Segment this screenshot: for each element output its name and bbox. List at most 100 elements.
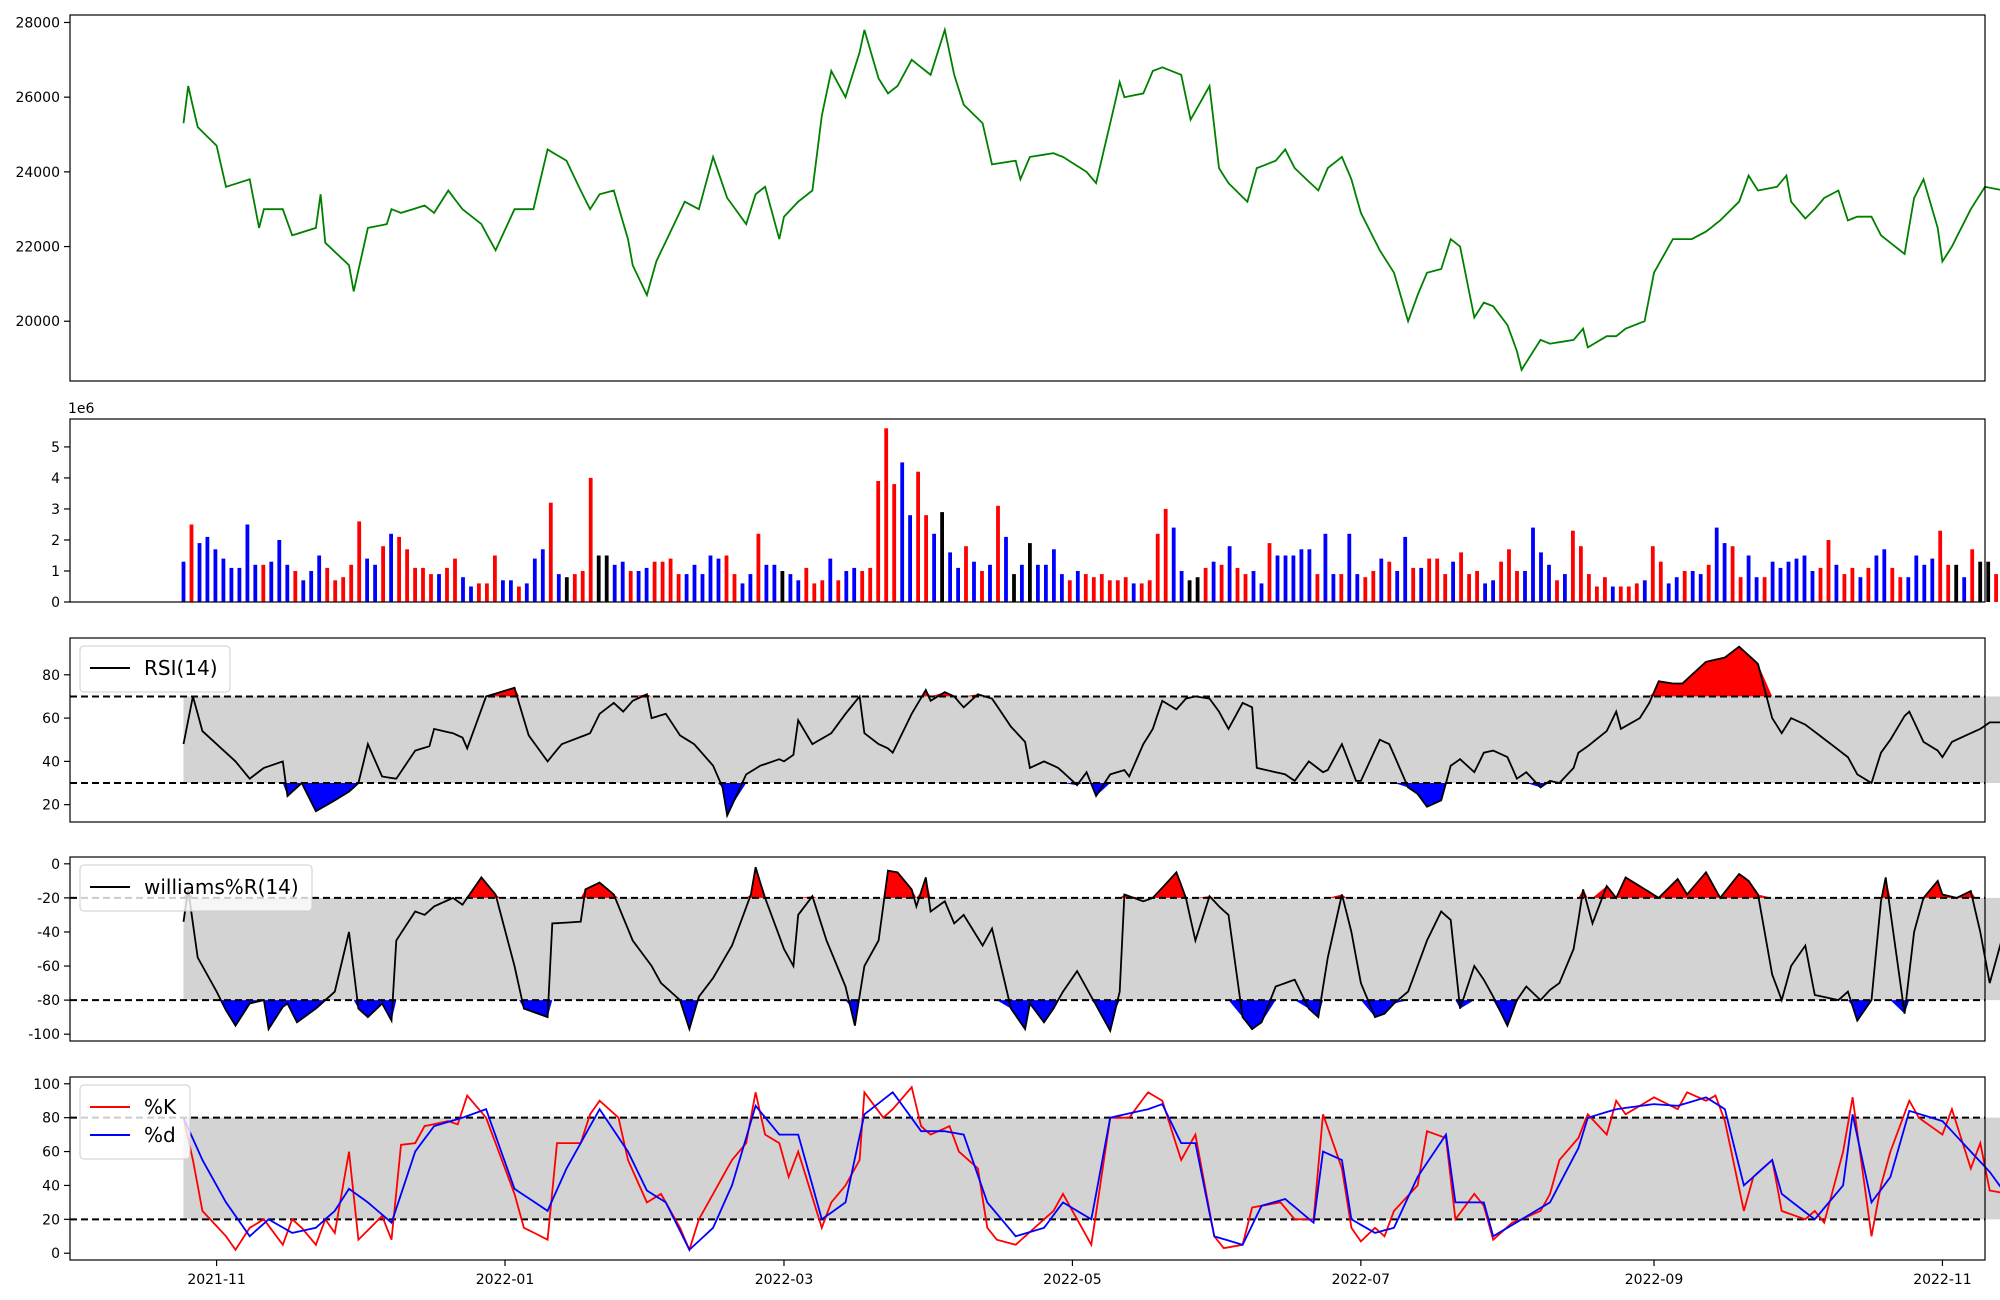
volume-bar [1978,561,1983,602]
volume-bar [852,567,857,602]
volume-bar [1642,580,1647,602]
rsi-panel: 20 40 60 80 RSI(14) [42,637,2000,823]
neutral-band [183,897,2000,1001]
volume-bar [1107,580,1112,602]
volume-bar [1179,571,1184,602]
volume-bar [956,567,960,602]
volume-bar [1658,561,1663,602]
volume-bar [1626,586,1631,602]
volume-bar [405,549,409,602]
volume-bar [836,580,841,602]
volume-bar [485,583,489,602]
volume-bar [1339,574,1344,602]
legend: williams%R(14) [79,864,313,912]
volume-bar [1459,552,1463,602]
legend-entry: %K [144,1095,177,1119]
volume-bar [1858,577,1863,602]
volume-bar [748,574,753,602]
volume-bar [588,477,593,602]
volume-bar [1946,564,1951,602]
volume-bar [1004,536,1008,602]
volume-bar [1507,549,1511,602]
x-tick-label: 2022-05 [1043,1272,1102,1288]
volume-bar [924,515,928,602]
volume-bar [1970,549,1975,602]
y-tick-label: 20 [42,1212,60,1228]
volume-bar [692,564,697,602]
volume-bar [1187,580,1192,602]
volume-bar [612,564,617,602]
volume-bar [580,571,585,602]
volume-bar [1403,536,1408,602]
volume-bar [437,574,441,602]
volume-bar [1786,561,1791,602]
volume-bar [1595,586,1599,602]
volume-bar [1770,561,1775,602]
volume-bar [676,574,681,602]
volume-offset-label: 1e6 [68,401,95,417]
volume-bar [1842,574,1847,602]
price-panel: 20000 22000 24000 26000 28000 [15,14,2000,382]
volume-bar [1571,530,1575,602]
y-tick-label: 60 [42,711,60,727]
volume-bar [1555,580,1559,602]
volume-bar [1139,583,1144,602]
oversold-fill [183,783,2000,816]
volume-bar [564,577,569,602]
volume-bar [1866,567,1871,602]
volume-bar [493,555,497,602]
volume-bar [1714,527,1719,602]
volume-bar [940,512,944,602]
volume-bar [1203,567,1208,602]
y-tick-label: 28000 [15,15,60,31]
volume-bar [1123,577,1128,602]
volume-bar [469,586,473,602]
volume-bar [1060,574,1064,602]
y-tick-label: -40 [37,925,60,941]
volume-bar [189,524,194,602]
volume-bar [660,561,665,602]
volume-bar [1091,577,1096,602]
volume-bar [1523,571,1527,602]
volume-bar [293,571,298,602]
volume-bar [197,543,202,602]
volume-bar [820,580,825,602]
volume-bar [652,561,657,602]
volume-bar [1515,571,1519,602]
volume-bar [1483,583,1487,602]
legend-box [79,645,231,693]
volume-bar [373,564,377,602]
y-tick-label: 80 [42,668,60,684]
volume-bar [1131,583,1136,602]
volume-bar [948,552,952,602]
y-tick-label: 22000 [15,240,60,256]
volume-bar [996,505,1000,602]
volume-bar [1834,564,1839,602]
legend-entry: williams%R(14) [144,875,299,899]
volume-bar [1634,583,1639,602]
volume-bar [1020,564,1024,602]
legend: RSI(14) [79,645,231,693]
volume-bar [229,567,234,602]
volume-bar [1419,567,1424,602]
volume-bar [636,571,641,602]
volume-bar [1443,574,1448,602]
volume-bar [1467,574,1471,602]
volume-bar [1067,580,1072,602]
volume-bar [453,558,457,602]
volume-bar [221,558,226,602]
volume-bar [980,571,984,602]
volume-bar [1171,527,1176,602]
volume-bar [1603,577,1607,602]
volume-bar [1036,564,1040,602]
volume-bar [1914,555,1919,602]
volume-bar [1155,533,1160,602]
volume-bar [381,546,385,602]
volume-bar [916,471,920,602]
volume-bar [876,481,881,602]
volume-bar [349,564,354,602]
chart-panels: 20000 22000 24000 26000 28000 0 1 2 3 4 5 1e6 20 40 60… [15,14,2000,1288]
volume-bar [1451,561,1455,602]
y-tick-label: 4 [51,471,60,487]
